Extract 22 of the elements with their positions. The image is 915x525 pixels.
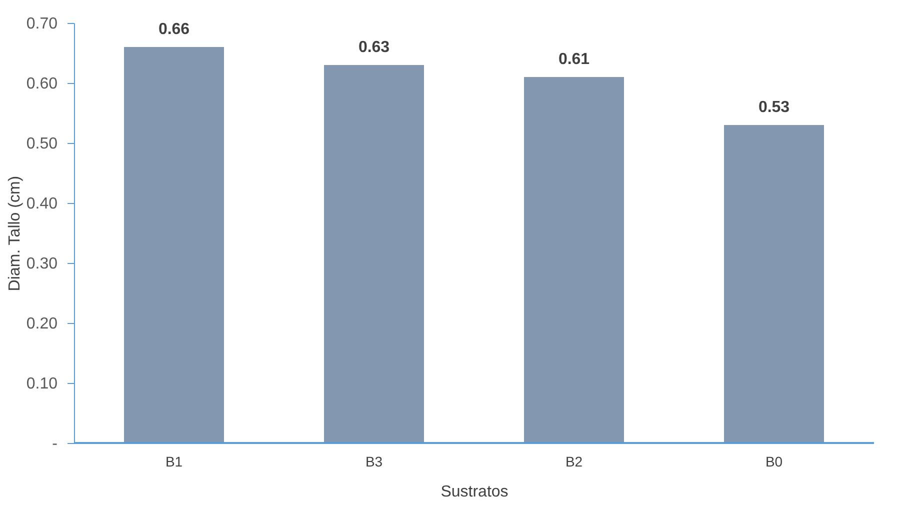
x-axis-title: Sustratos [440,484,508,500]
x-tick-label: B0 [765,454,783,470]
x-tick-label: B3 [365,454,383,470]
y-tick-label: 0.20 [26,316,58,332]
y-tick-label: - [52,436,58,452]
y-tick-label: 0.10 [26,376,58,392]
data-label: 0.66 [158,21,190,38]
x-tick-label: B2 [565,454,583,470]
y-tick-label: 0.60 [26,76,58,92]
y-tick-label: 0.70 [26,16,58,32]
bar [524,77,624,443]
bar [724,125,824,443]
data-label: 0.53 [758,99,790,116]
y-axis-title: Diam. Tallo (cm) [6,176,24,292]
x-tick-label: B1 [165,454,183,470]
y-tick-label: 0.50 [26,136,58,152]
bar [324,65,424,443]
bar [124,47,224,443]
y-tick-label: 0.30 [26,256,58,272]
data-label: 0.61 [558,51,590,68]
y-tick-label: 0.40 [26,196,58,212]
data-label: 0.63 [358,39,390,56]
